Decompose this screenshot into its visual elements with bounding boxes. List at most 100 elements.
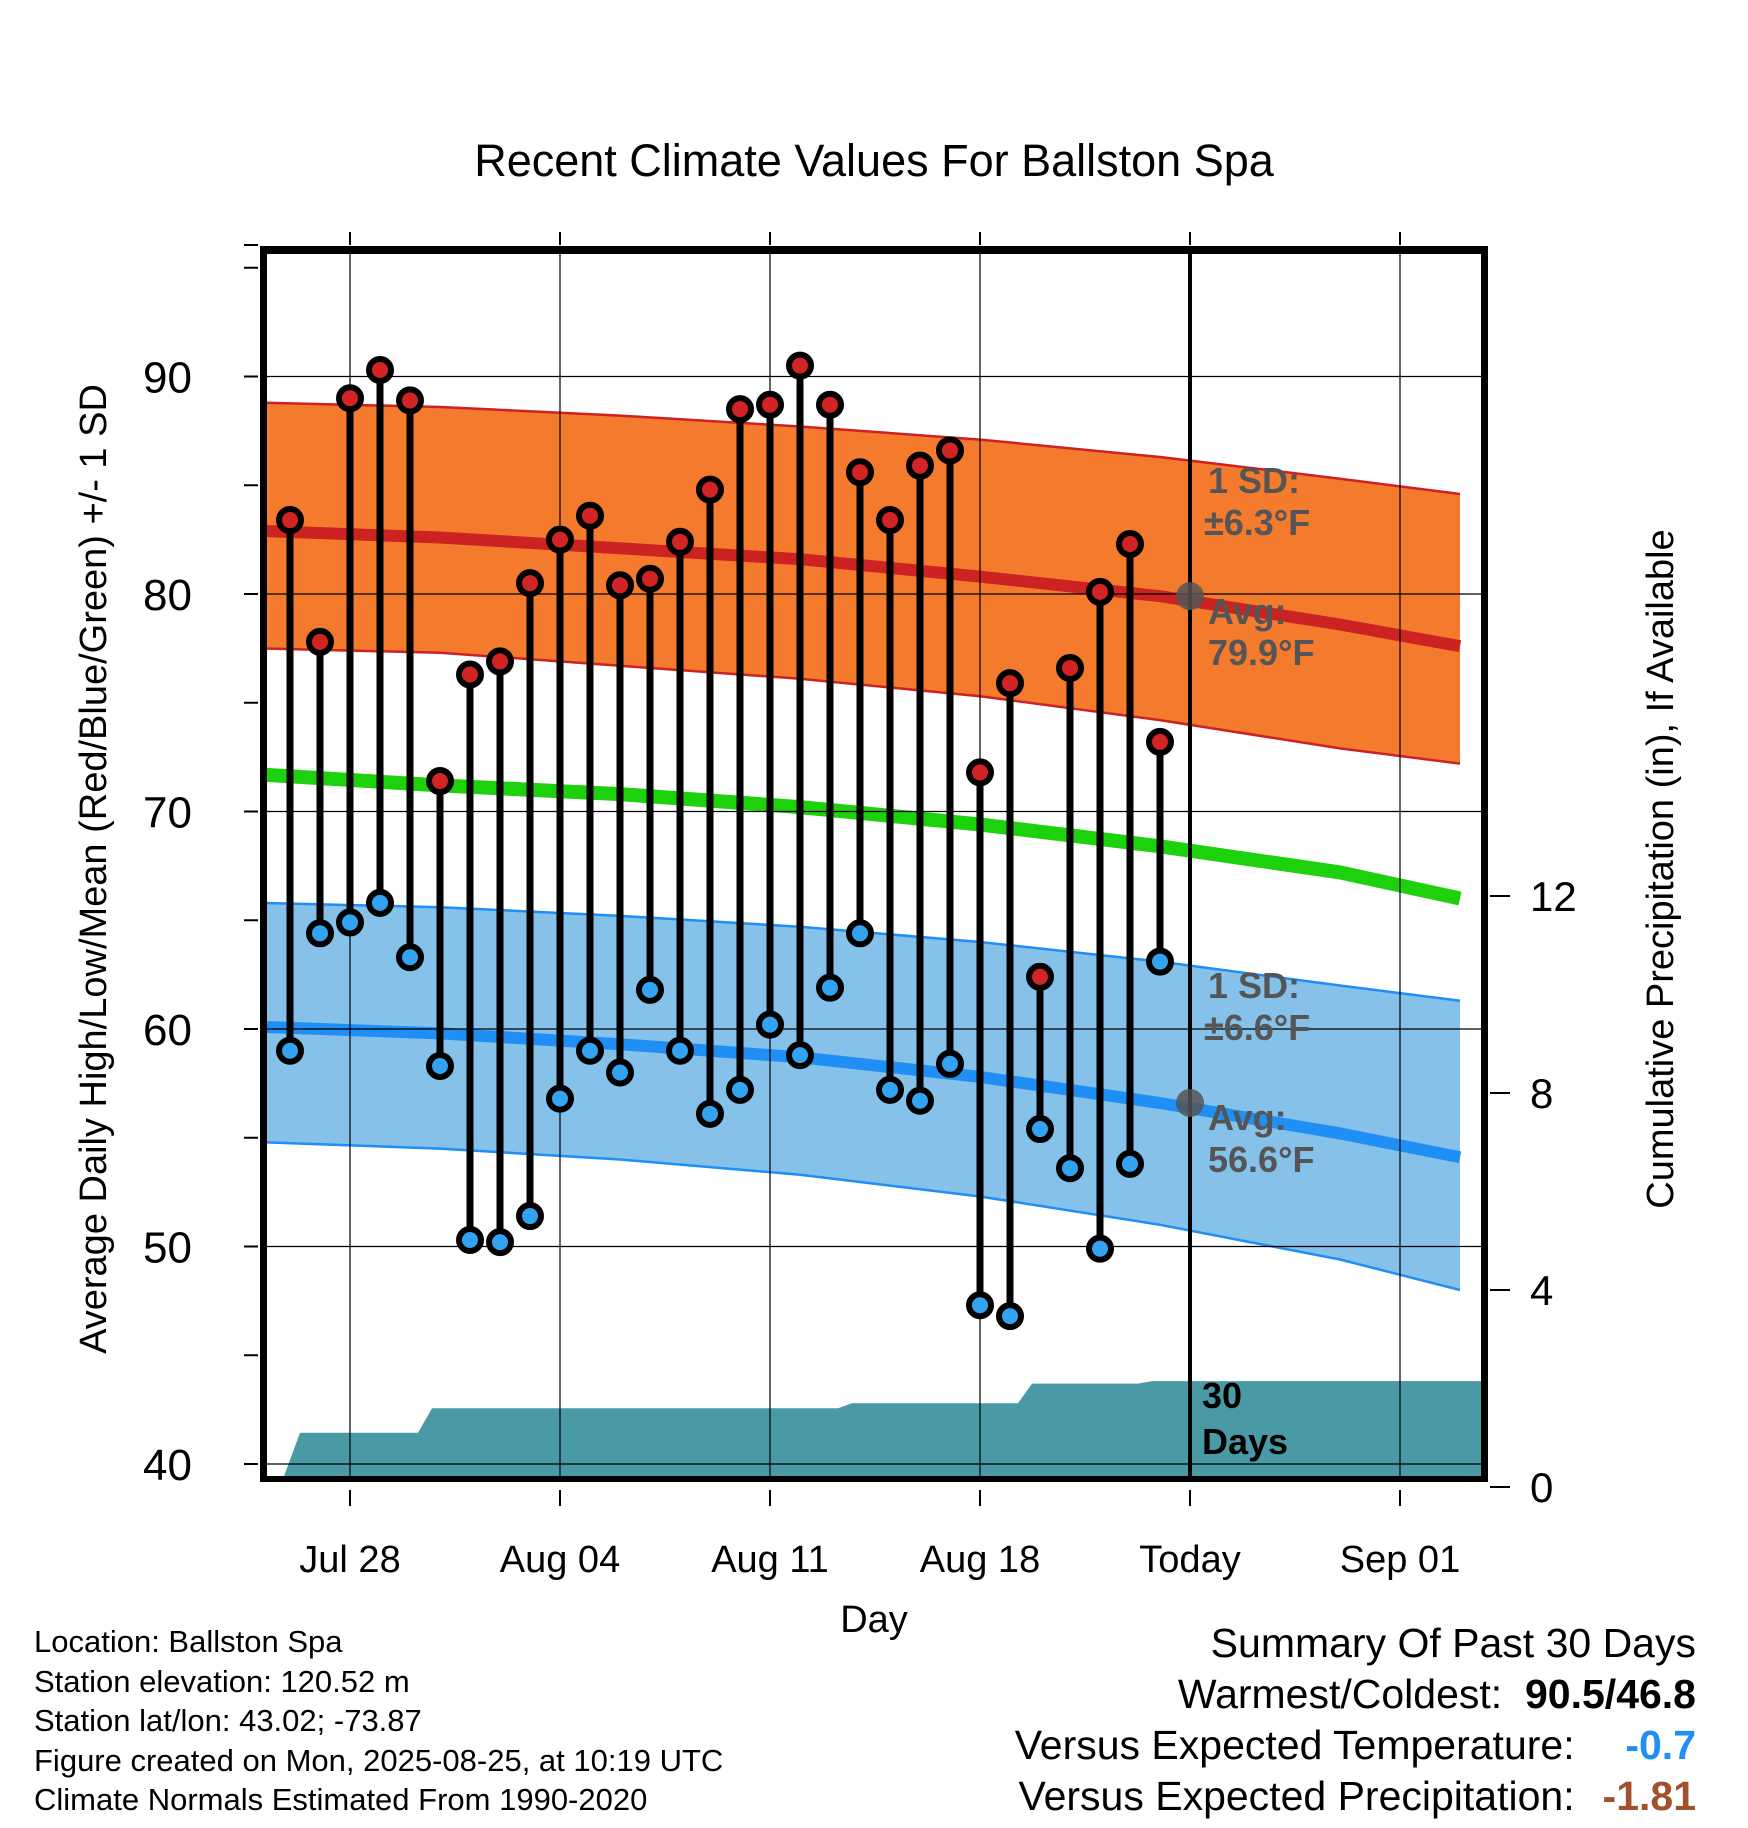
y-tick-label: 40	[143, 1441, 192, 1490]
y2-tick-label: 4	[1530, 1267, 1553, 1314]
observed-low-point	[666, 1036, 694, 1065]
observed-low-point	[456, 1225, 484, 1254]
today-high-avg-marker	[1176, 582, 1204, 611]
precipitation-departure-row: Versus Expected Precipitation: -1.81	[1015, 1771, 1697, 1822]
today-low-avg-marker	[1176, 1088, 1204, 1117]
observed-high-point	[966, 758, 994, 787]
observed-high-point	[816, 390, 844, 419]
observed-low-point	[366, 888, 394, 917]
observed-high-point	[396, 386, 424, 415]
observed-low-point	[1086, 1234, 1114, 1263]
temperature-departure-row: Versus Expected Temperature: -0.7	[1015, 1720, 1696, 1771]
observed-high-point	[876, 506, 904, 535]
station-info: Location: Ballston Spa Station elevation…	[34, 1622, 723, 1820]
observed-low-point	[786, 1041, 814, 1070]
x-axis-label: Day	[840, 1599, 908, 1641]
observed-high-point	[366, 355, 394, 384]
observed-low-point	[636, 975, 664, 1004]
observed-low-point	[336, 908, 364, 937]
observed-high-point	[546, 525, 574, 554]
figure-created: Figure created on Mon, 2025-08-25, at 10…	[34, 1742, 724, 1778]
observed-low-point	[576, 1036, 604, 1065]
station-location: Location: Ballston Spa	[34, 1624, 343, 1659]
observed-high-point	[1086, 577, 1114, 606]
observed-low-point	[546, 1084, 574, 1113]
summary-panel: Summary Of Past 30 Days Warmest/Coldest:…	[1015, 1618, 1696, 1822]
observed-low-point	[516, 1202, 544, 1231]
high-plus-sd-line	[260, 401, 1461, 496]
high-sd-label: 1 SD:	[1208, 460, 1300, 501]
x-tick-label: Sep 01	[1340, 1539, 1460, 1581]
observed-low-point	[816, 973, 844, 1002]
observed-low-point	[966, 1291, 994, 1320]
observed-high-point	[276, 506, 304, 535]
observed-high-point	[1026, 962, 1054, 991]
coldest-value: 46.8	[1616, 1671, 1696, 1717]
low-sd-value: ±6.6°F	[1204, 1007, 1310, 1048]
observed-low-point	[426, 1051, 454, 1080]
y-axis-label: Average Daily High/Low/Mean (Red/Blue/Gr…	[73, 384, 115, 1354]
chart-title: Recent Climate Values For Ballston Spa	[474, 135, 1275, 186]
y-tick-label: 80	[143, 571, 192, 620]
y2-tick-label: 8	[1530, 1070, 1553, 1117]
observed-low-point	[1056, 1154, 1084, 1183]
observed-high-point	[756, 390, 784, 419]
high-avg-value: 79.9°F	[1208, 632, 1314, 673]
precipitation-area	[280, 1381, 1488, 1482]
high-sd-value: ±6.3°F	[1204, 502, 1310, 543]
observed-high-point	[306, 627, 334, 656]
observed-low-point	[1146, 947, 1174, 976]
y-tick-label: 90	[143, 354, 192, 403]
observed-high-point	[576, 501, 604, 530]
observed-high-point	[726, 395, 754, 424]
warm-cold-separator: /	[1604, 1671, 1617, 1717]
observed-low-point	[606, 1058, 634, 1087]
observed-low-point	[696, 1099, 724, 1128]
observed-low-point	[936, 1049, 964, 1078]
precip-days-unit: Days	[1202, 1421, 1288, 1462]
y2-axis-label: Cumulative Precipitation (in), If Availa…	[1640, 529, 1682, 1208]
observed-high-point	[666, 527, 694, 556]
observed-high-point	[936, 436, 964, 465]
observed-high-point	[456, 660, 484, 689]
observed-high-point	[636, 564, 664, 593]
observed-high-point	[606, 571, 634, 600]
station-elevation: Station elevation: 120.52 m	[34, 1663, 410, 1699]
observed-high-point	[336, 384, 364, 413]
y-tick-label: 60	[143, 1006, 192, 1055]
observed-low-point	[276, 1036, 304, 1065]
observed-low-point	[1116, 1149, 1144, 1178]
observed-low-point	[846, 919, 874, 948]
observed-high-point	[1146, 727, 1174, 756]
observed-low-point	[996, 1302, 1024, 1331]
observed-high-point	[786, 351, 814, 380]
observed-low-point	[396, 943, 424, 972]
observed-high-point	[516, 569, 544, 598]
precip-days-number: 30	[1202, 1375, 1242, 1416]
warmest-coldest-row: Warmest/Coldest: 90.5/46.8	[1015, 1669, 1696, 1720]
observed-high-point	[906, 451, 934, 480]
observed-low-point	[906, 1086, 934, 1115]
observed-low-point	[306, 919, 334, 948]
observed-high-point	[696, 475, 724, 504]
x-tick-label: Aug 11	[711, 1539, 829, 1581]
observed-high-point	[486, 647, 514, 676]
low-avg-value: 56.6°F	[1208, 1139, 1314, 1180]
observed-high-point	[1056, 653, 1084, 682]
temperature-departure-label: Versus Expected Temperature:	[1014, 1722, 1575, 1768]
observed-low-point	[486, 1228, 514, 1257]
summary-title: Summary Of Past 30 Days	[1210, 1620, 1696, 1666]
observed-low-point	[876, 1075, 904, 1104]
observed-low-point	[726, 1075, 754, 1104]
low-sd-label: 1 SD:	[1208, 965, 1300, 1006]
y2-tick-label: 12	[1530, 873, 1577, 920]
warmest-value: 90.5	[1524, 1671, 1605, 1717]
high-avg-label: Avg:	[1208, 591, 1287, 632]
precipitation-departure-label: Versus Expected Precipitation:	[1018, 1773, 1575, 1819]
x-tick-label: Aug 18	[920, 1539, 1040, 1581]
warmest-coldest-label: Warmest/Coldest:	[1177, 1671, 1503, 1717]
station-latlon: Station lat/lon: 43.02; -73.87	[34, 1703, 422, 1738]
